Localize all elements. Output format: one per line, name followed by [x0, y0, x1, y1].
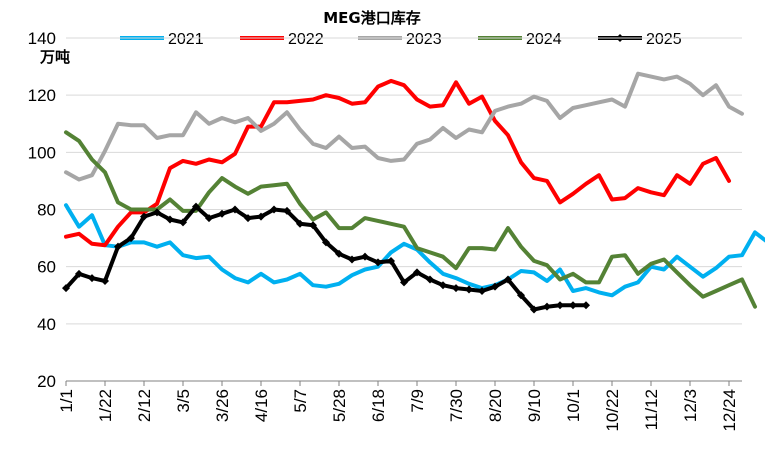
series-point-2025 — [348, 255, 356, 264]
chart-title: MEG港口库存 — [323, 9, 421, 27]
legend-label-2022: 2022 — [288, 31, 324, 48]
series-line-2023 — [64, 71, 744, 182]
x-tick-label: 1/22 — [96, 389, 115, 422]
series-point-2025 — [205, 214, 213, 223]
series-point-2025 — [374, 258, 382, 267]
y-axis-unit-label: 万吨 — [39, 48, 70, 66]
series-line-2022 — [64, 78, 731, 248]
legend-label-2024: 2024 — [526, 31, 562, 48]
y-tick-label: 20 — [37, 372, 56, 391]
x-tick-label: 10/22 — [603, 389, 622, 432]
x-tick-label: 10/1 — [564, 389, 583, 422]
y-tick-label: 120 — [28, 86, 56, 105]
series-line-2025 — [64, 204, 588, 312]
series-point-2025 — [127, 234, 135, 243]
y-tick-label: 80 — [37, 201, 56, 220]
series-point-2025 — [361, 252, 369, 261]
x-tick-label: 2/12 — [135, 389, 154, 422]
x-tick-label: 5/7 — [291, 389, 310, 413]
series-point-2025 — [465, 285, 473, 294]
y-tick-label: 60 — [37, 258, 56, 277]
series-point-2025 — [517, 291, 525, 300]
x-tick-label: 11/12 — [642, 389, 661, 430]
x-tick-label: 9/10 — [525, 389, 544, 422]
x-tick-label: 6/18 — [369, 389, 388, 422]
series-point-2025 — [192, 202, 200, 211]
series-point-2025 — [296, 219, 304, 228]
y-axis-ticks: 20 40 60 80 100 120 140 — [28, 29, 56, 391]
series-line-2024 — [64, 130, 757, 309]
series-point-2025 — [426, 275, 434, 284]
series-point-2025 — [387, 256, 395, 265]
x-tick-label: 7/9 — [408, 389, 427, 413]
series-point-2025 — [283, 206, 291, 215]
series-point-2025 — [244, 214, 252, 223]
series-point-2025 — [543, 302, 551, 311]
x-tick-label: 3/5 — [174, 389, 193, 413]
x-tick-label: 8/20 — [486, 389, 505, 422]
legend-label-2023: 2023 — [406, 31, 442, 48]
series-point-2025 — [556, 301, 564, 310]
series-point-2025 — [270, 205, 278, 214]
x-tick-label: 12/3 — [681, 389, 700, 422]
y-tick-label: 100 — [28, 143, 56, 162]
x-tick-label: 4/16 — [252, 389, 271, 422]
series-point-2025 — [101, 276, 109, 285]
legend: 2021 2022 2023 2024 2025 — [120, 31, 682, 48]
series-point-2025 — [153, 208, 161, 217]
x-tick-label: 7/30 — [447, 389, 466, 422]
x-tick-label: 12/24 — [720, 389, 739, 432]
series-point-2025 — [309, 221, 317, 230]
series-point-2025 — [569, 301, 577, 310]
series-point-2025 — [504, 275, 512, 284]
series-point-2025 — [75, 269, 83, 278]
series-point-2025 — [322, 238, 330, 247]
y-tick-label: 40 — [37, 315, 56, 334]
series-point-2025 — [88, 274, 96, 283]
series-point-2025 — [582, 301, 590, 310]
series-point-2025 — [114, 242, 122, 251]
series-point-2025 — [439, 281, 447, 290]
series-point-2025 — [452, 284, 460, 293]
series-point-2025 — [166, 215, 174, 224]
series-point-2025 — [218, 209, 226, 218]
series-point-2025 — [491, 282, 499, 291]
legend-label-2025: 2025 — [646, 31, 682, 48]
series-point-2025 — [335, 249, 343, 258]
legend-label-2021: 2021 — [168, 31, 204, 48]
series-point-2025 — [413, 268, 421, 277]
series-point-2025 — [140, 212, 148, 221]
series-point-2025 — [179, 218, 187, 227]
y-tick-label: 140 — [28, 29, 56, 48]
x-axis-ticks: 1/1 1/22 2/12 3/5 3/26 4/16 5/7 5/28 6/18 7/9 7/30… — [57, 381, 739, 432]
series-point-2025 — [62, 284, 70, 293]
series-point-2025 — [478, 286, 486, 295]
series-point-2025 — [257, 212, 265, 221]
series-point-2025 — [231, 205, 239, 214]
series-lines — [62, 71, 765, 314]
series-point-2025 — [530, 305, 538, 314]
x-tick-label: 5/28 — [330, 389, 349, 422]
x-tick-label: 1/1 — [57, 389, 76, 413]
series-point-2025 — [400, 278, 408, 287]
x-tick-label: 3/26 — [213, 389, 232, 422]
